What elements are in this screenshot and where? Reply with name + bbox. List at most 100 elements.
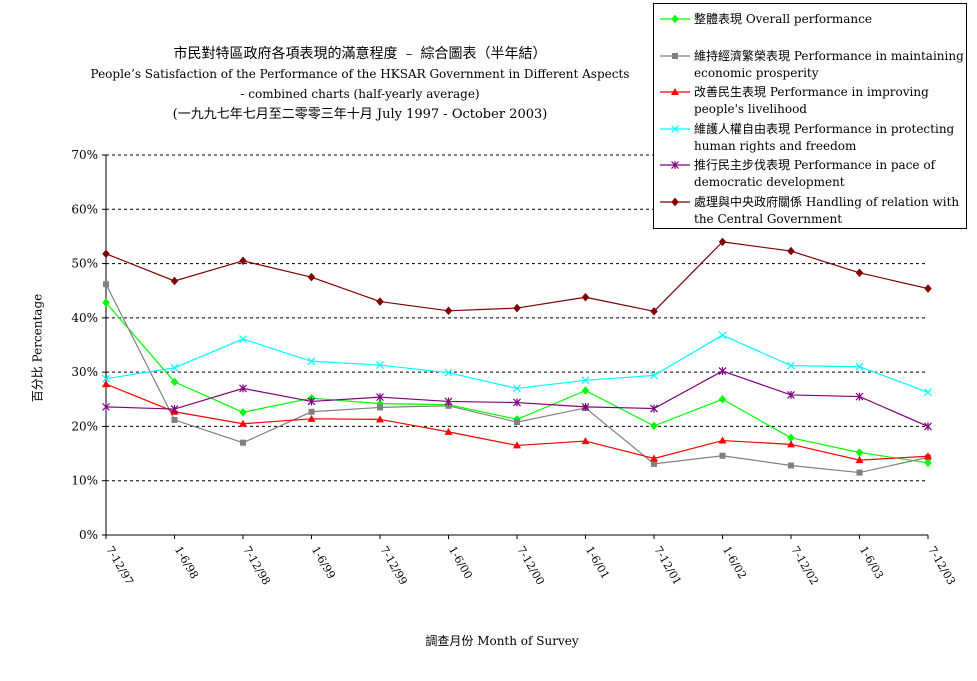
data-point — [102, 374, 110, 383]
data-point — [170, 405, 179, 414]
data-point — [924, 284, 932, 293]
data-point — [581, 292, 590, 302]
data-point — [102, 380, 110, 388]
x-axis-label: 調查月份 Month of Survey — [425, 634, 579, 648]
y-tick-label: 60% — [71, 202, 98, 216]
series-line — [105, 334, 929, 393]
data-point — [788, 462, 794, 469]
data-point — [924, 422, 932, 431]
legend-point-marker — [671, 197, 679, 207]
x-tick-label: 7-12/97 — [103, 544, 135, 587]
data-point — [513, 398, 521, 407]
x-tick-label: 7-12/02 — [788, 544, 820, 587]
x-tick-labels: 7-12/97 1-6/98 7-12/98 1-6/99 7-12/99 1-6/00 7… — [103, 535, 958, 587]
legend-label-overall: 整體表現 Overall performance — [694, 12, 872, 26]
data-point — [924, 452, 932, 460]
data-point — [170, 276, 179, 286]
chart-title: 市民對特區政府各項表現的滿意程度 ﹣ 綜合圖表（半年結） — [173, 46, 547, 62]
data-point — [102, 249, 110, 259]
data-point — [376, 297, 384, 306]
data-point — [651, 460, 657, 467]
legend-point-marker — [672, 53, 678, 59]
legend-marker-economic — [660, 53, 690, 59]
legend-marker-human-rights — [660, 125, 690, 133]
y-tick-labels: 0% 10% 20% 30% 40% 50% 60% 70% — [71, 148, 98, 542]
data-point — [444, 427, 453, 435]
series-5 — [102, 237, 932, 316]
x-tick-label: 7-12/99 — [377, 544, 409, 587]
legend-label-economic: 維持經濟繁榮表現 Performance in maintaining econ… — [694, 49, 964, 80]
data-point — [376, 361, 384, 370]
data-point — [239, 419, 247, 427]
chart-subtitle-line-2: - combined charts (half-yearly average) — [240, 87, 480, 101]
series-line — [105, 241, 929, 312]
data-point — [581, 437, 590, 445]
y-tick-label: 0% — [79, 528, 98, 542]
data-point — [718, 436, 727, 444]
data-point — [650, 371, 658, 380]
data-point — [444, 368, 453, 377]
data-point — [718, 237, 727, 247]
y-tick-label: 50% — [71, 257, 98, 271]
legend-label-democracy: 推行民主步伐表現 Performance in pace of democrat… — [694, 158, 936, 189]
x-tick-label: 1-6/99 — [309, 544, 338, 581]
y-tick-label: 70% — [71, 148, 98, 162]
chart-title-block: 市民對特區政府各項表現的滿意程度 ﹣ 綜合圖表（半年結） People’s Sa… — [60, 44, 660, 126]
x-tick-label: 7-12/01 — [651, 544, 683, 587]
y-tick-label: 10% — [71, 474, 98, 488]
legend-point-marker — [671, 88, 679, 95]
legend-label-livelihood: 改善民生表現 Performance in improving people's… — [694, 85, 929, 116]
data-point — [513, 384, 521, 393]
legend-point-marker — [671, 125, 679, 133]
data-point — [513, 441, 521, 449]
x-tick-label: 1-6/00 — [446, 544, 475, 581]
data-point — [377, 404, 383, 411]
data-point — [376, 415, 384, 423]
data-point — [581, 402, 590, 411]
data-point — [102, 402, 110, 411]
data-point — [650, 454, 658, 462]
chart-legend: 整體表現 Overall performance 維持經濟繁榮表現 Perfor… — [653, 3, 967, 229]
data-point — [855, 268, 864, 278]
legend-label-central-gov: 處理與中央政府關係 Handling of relation with the … — [694, 195, 960, 226]
data-point — [170, 363, 179, 372]
data-point — [102, 298, 110, 308]
data-point — [650, 404, 658, 413]
chart-subtitle-line-1: People’s Satisfaction of the Performance… — [90, 67, 630, 81]
data-point — [103, 281, 109, 288]
data-point — [445, 402, 452, 409]
data-point — [514, 419, 520, 426]
legend-marker-overall — [660, 14, 690, 24]
x-tick-label: 1-6/01 — [583, 544, 612, 581]
data-point — [787, 246, 795, 256]
x-tick-label: 1-6/03 — [857, 544, 886, 581]
legend-label-human-rights: 維護人權自由表現 Performance in protecting human… — [694, 122, 955, 153]
data-point — [787, 440, 795, 448]
data-point — [581, 386, 590, 395]
data-point — [239, 407, 247, 417]
data-point — [924, 388, 932, 397]
data-point — [855, 362, 864, 371]
x-tick-label: 7-12/98 — [240, 544, 272, 587]
x-tick-label: 1-6/02 — [720, 544, 749, 581]
data-point — [239, 384, 247, 393]
x-tick-label: 7-12/03 — [925, 544, 957, 587]
y-tick-label: 40% — [71, 311, 98, 325]
data-point — [376, 393, 384, 402]
series-4 — [102, 367, 932, 431]
data-point — [171, 416, 178, 423]
data-point — [787, 361, 795, 370]
legend-marker-democracy — [660, 161, 690, 169]
data-point — [856, 469, 863, 476]
data-point — [718, 394, 727, 404]
data-point — [444, 306, 453, 316]
y-tick-label: 20% — [71, 419, 98, 433]
data-point — [924, 458, 932, 468]
x-tick-label: 1-6/98 — [172, 544, 201, 581]
data-point — [239, 256, 247, 266]
data-point — [307, 357, 316, 366]
data-point — [513, 303, 521, 313]
legend-marker-central-gov — [660, 197, 690, 207]
data-point — [855, 448, 864, 457]
